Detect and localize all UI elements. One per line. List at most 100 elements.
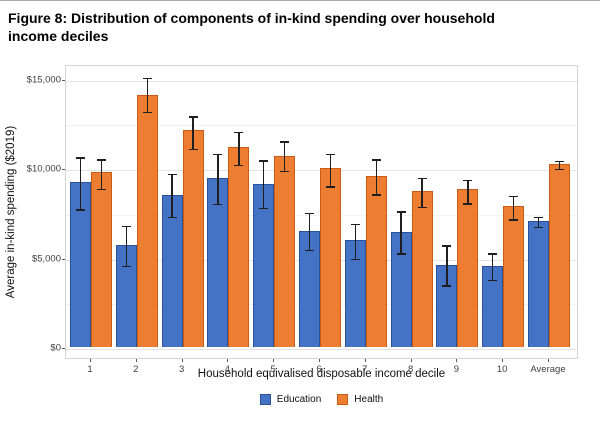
chart-area: Average in-kind spending ($2019) Househo… [0, 60, 600, 428]
error-cap-bottom [142, 111, 152, 114]
bar-health-10 [503, 205, 525, 347]
error-cap-top [326, 153, 335, 156]
error-cap-top [305, 212, 314, 215]
error-bar-education-8 [400, 211, 402, 254]
error-cap-top [463, 179, 473, 182]
error-cap-top [442, 245, 452, 247]
error-cap-bottom [305, 249, 314, 252]
x-tick-label: 8 [407, 364, 414, 375]
bar-health-5 [274, 156, 296, 347]
error-cap-bottom [234, 164, 244, 167]
error-bar-education-average [537, 217, 540, 227]
error-cap-bottom [259, 207, 269, 209]
error-bar-education-1 [79, 157, 82, 210]
x-tick-mark [410, 359, 412, 362]
error-cap-bottom [463, 203, 473, 205]
legend-item-health: Health [337, 394, 383, 405]
x-tick-label: 6 [316, 364, 322, 375]
x-tick-label: 4 [224, 364, 231, 375]
y-axis-title: Average in-kind spending ($2019) [5, 125, 17, 299]
y-tick-mark [62, 348, 65, 349]
legend-label-education: Education [276, 394, 322, 405]
legend-item-education: Education [259, 394, 322, 405]
y-tick-mark [62, 79, 65, 81]
error-bar-education-2 [125, 226, 127, 266]
error-cap-bottom [188, 148, 198, 150]
legend-swatch-health [337, 394, 349, 405]
error-cap-top [188, 116, 198, 118]
error-bar-health-10 [513, 195, 515, 220]
error-cap-top [488, 253, 498, 255]
error-cap-top [167, 173, 177, 175]
error-cap-bottom [326, 186, 335, 188]
error-cap-bottom [488, 280, 498, 282]
x-tick-mark [273, 359, 275, 362]
error-bar-education-10 [492, 253, 494, 281]
error-cap-bottom [371, 194, 381, 196]
error-bar-health-6 [329, 153, 332, 187]
x-tick-mark [502, 359, 504, 362]
error-cap-bottom [442, 285, 452, 287]
error-bar-health-average [558, 161, 561, 170]
figure-title: Figure 8: Distribution of components of … [8, 10, 495, 45]
bar-health-4 [228, 147, 250, 347]
error-cap-top [396, 211, 406, 213]
error-cap-bottom [167, 216, 177, 218]
error-cap-top [555, 161, 564, 163]
bar-health-8 [411, 191, 433, 347]
error-cap-bottom [417, 206, 427, 209]
y-tick-label: $5,000 [31, 253, 61, 264]
bar-health-6 [320, 168, 341, 347]
error-cap-bottom [396, 253, 406, 255]
error-cap-top [350, 223, 360, 226]
error-bar-health-7 [375, 159, 377, 195]
x-tick-mark [181, 359, 183, 362]
error-bar-health-1 [100, 159, 103, 189]
error-cap-bottom [350, 258, 360, 260]
x-tick-label: 5 [270, 364, 276, 375]
bar-health-7 [365, 176, 387, 347]
y-tick-label: $15,000 [26, 74, 61, 85]
error-cap-top [509, 195, 519, 198]
bar-health-3 [182, 130, 204, 347]
error-bar-health-8 [421, 178, 423, 207]
error-cap-top [417, 178, 427, 180]
x-tick-mark [456, 359, 458, 362]
error-cap-top [142, 77, 152, 80]
x-tick-mark [319, 359, 320, 362]
error-cap-bottom [280, 170, 290, 173]
error-bar-education-4 [217, 153, 219, 204]
x-tick-label: 1 [87, 364, 93, 375]
legend-swatch-education [259, 394, 271, 405]
error-bar-health-5 [284, 141, 286, 171]
x-tick-label: 9 [453, 364, 460, 375]
x-tick-label: 10 [496, 364, 508, 375]
x-tick-mark [227, 359, 229, 362]
error-cap-top [280, 141, 290, 143]
error-cap-top [76, 157, 85, 159]
error-cap-top [534, 217, 543, 219]
error-bar-education-5 [263, 160, 265, 208]
x-tick-label: 7 [362, 364, 368, 375]
bar-education-average [528, 220, 549, 347]
bar-health-1 [91, 172, 112, 347]
gridline-major [66, 80, 577, 82]
error-cap-bottom [76, 209, 85, 211]
error-cap-top [97, 159, 106, 161]
error-cap-top [213, 153, 223, 156]
window-top-edge [0, 0, 600, 1]
error-cap-bottom [509, 219, 519, 221]
error-cap-bottom [121, 265, 131, 268]
error-bar-health-4 [238, 131, 240, 165]
x-tick-mark [548, 359, 549, 362]
bar-health-average [549, 163, 570, 347]
error-cap-bottom [555, 169, 564, 171]
x-tick-label: 3 [178, 364, 185, 375]
error-bar-health-9 [467, 179, 469, 204]
error-bar-education-6 [308, 212, 311, 250]
error-cap-bottom [534, 226, 543, 229]
y-tick-label: $10,000 [26, 163, 61, 175]
error-cap-top [371, 159, 381, 161]
plot-panel [65, 65, 578, 359]
x-tick-label: 2 [133, 364, 139, 375]
